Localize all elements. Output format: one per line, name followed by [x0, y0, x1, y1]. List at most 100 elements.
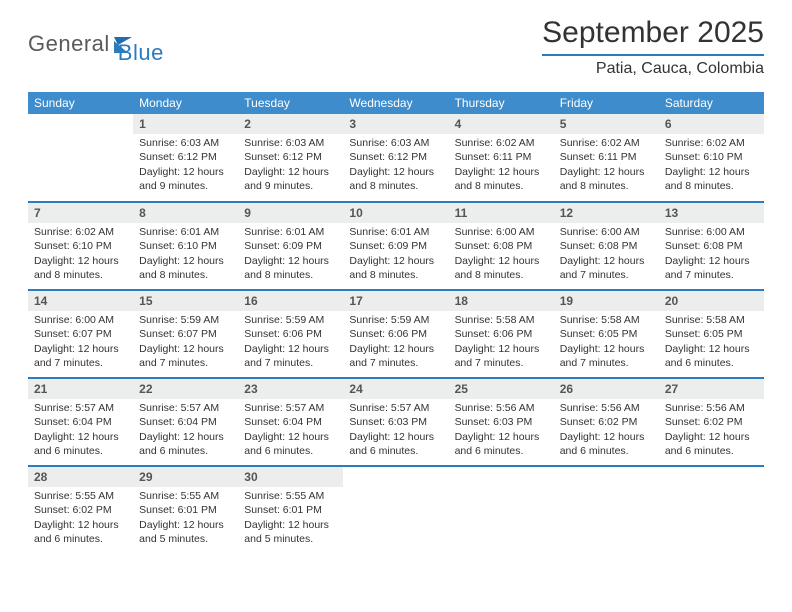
day-info-line: Daylight: 12 hours and 8 minutes. — [665, 165, 758, 193]
weekday-header-row: SundayMondayTuesdayWednesdayThursdayFrid… — [28, 92, 764, 114]
day-info-line: Sunrise: 5:56 AM — [560, 401, 653, 415]
day-number: 15 — [133, 291, 238, 311]
day-info-line: Daylight: 12 hours and 8 minutes. — [455, 165, 548, 193]
day-number: 30 — [238, 467, 343, 487]
day-number: 6 — [659, 114, 764, 134]
day-info-line: Sunrise: 6:00 AM — [665, 225, 758, 239]
day-info-line: Sunset: 6:06 PM — [349, 327, 442, 341]
day-info-line: Daylight: 12 hours and 6 minutes. — [34, 518, 127, 546]
calendar-day-cell: 6 Sunrise: 6:02 AMSunset: 6:10 PMDaylight… — [659, 114, 764, 202]
calendar-day-cell — [554, 466, 659, 554]
day-info-line: Sunrise: 6:02 AM — [665, 136, 758, 150]
day-content: Sunrise: 6:03 AMSunset: 6:12 PMDaylight:… — [343, 134, 448, 197]
day-number: 3 — [343, 114, 448, 134]
day-content — [449, 487, 554, 493]
day-info-line: Sunset: 6:08 PM — [455, 239, 548, 253]
day-info-line: Sunset: 6:10 PM — [34, 239, 127, 253]
calendar-week-row: 14Sunrise: 6:00 AMSunset: 6:07 PMDayligh… — [28, 290, 764, 378]
day-info-line: Sunrise: 6:01 AM — [349, 225, 442, 239]
day-info-line: Sunset: 6:09 PM — [349, 239, 442, 253]
day-info-line: Sunrise: 5:59 AM — [244, 313, 337, 327]
calendar-day-cell: 28Sunrise: 5:55 AMSunset: 6:02 PMDayligh… — [28, 466, 133, 554]
day-number: 27 — [659, 379, 764, 399]
day-content: Sunrise: 6:01 AMSunset: 6:09 PMDaylight:… — [238, 223, 343, 286]
calendar-day-cell: 9Sunrise: 6:01 AMSunset: 6:09 PMDaylight… — [238, 202, 343, 290]
day-number: 28 — [28, 467, 133, 487]
day-info-line: Sunrise: 5:55 AM — [139, 489, 232, 503]
calendar-day-cell: 23Sunrise: 5:57 AMSunset: 6:04 PMDayligh… — [238, 378, 343, 466]
day-info-line: Sunrise: 6:01 AM — [139, 225, 232, 239]
day-number: 2 — [238, 114, 343, 134]
day-info-line: Sunrise: 5:55 AM — [244, 489, 337, 503]
calendar-day-cell: 3Sunrise: 6:03 AMSunset: 6:12 PMDaylight… — [343, 114, 448, 202]
day-info-line: Sunset: 6:10 PM — [665, 150, 758, 164]
day-content: Sunrise: 6:02 AMSunset: 6:11 PMDaylight:… — [449, 134, 554, 197]
day-info-line: Sunset: 6:03 PM — [455, 415, 548, 429]
day-info-line: Sunset: 6:04 PM — [244, 415, 337, 429]
day-number: 12 — [554, 203, 659, 223]
day-content: Sunrise: 5:57 AMSunset: 6:04 PMDaylight:… — [238, 399, 343, 462]
day-info-line: Sunrise: 5:57 AM — [244, 401, 337, 415]
day-content: Sunrise: 6:02 AMSunset: 6:10 PMDaylight:… — [28, 223, 133, 286]
day-number: 23 — [238, 379, 343, 399]
day-info-line: Daylight: 12 hours and 9 minutes. — [139, 165, 232, 193]
day-info-line: Daylight: 12 hours and 7 minutes. — [139, 342, 232, 370]
day-info-line: Sunset: 6:04 PM — [139, 415, 232, 429]
calendar-day-cell — [28, 114, 133, 202]
day-info-line: Daylight: 12 hours and 8 minutes. — [349, 254, 442, 282]
day-info-line: Sunrise: 5:57 AM — [139, 401, 232, 415]
day-number: 7 — [28, 203, 133, 223]
day-info-line: Daylight: 12 hours and 7 minutes. — [560, 254, 653, 282]
day-info-line: Sunset: 6:01 PM — [244, 503, 337, 517]
day-content: Sunrise: 6:00 AMSunset: 6:08 PMDaylight:… — [449, 223, 554, 286]
weekday-header: Wednesday — [343, 92, 448, 114]
calendar-week-row: 21Sunrise: 5:57 AMSunset: 6:04 PMDayligh… — [28, 378, 764, 466]
month-title: September 2025 — [542, 16, 764, 56]
day-info-line: Sunrise: 5:56 AM — [665, 401, 758, 415]
day-content: Sunrise: 5:58 AMSunset: 6:05 PMDaylight:… — [554, 311, 659, 374]
day-number: 1 — [133, 114, 238, 134]
day-number: 18 — [449, 291, 554, 311]
day-info-line: Sunset: 6:07 PM — [139, 327, 232, 341]
day-number: 8 — [133, 203, 238, 223]
day-info-line: Sunrise: 6:00 AM — [34, 313, 127, 327]
day-info-line: Daylight: 12 hours and 7 minutes. — [349, 342, 442, 370]
day-info-line: Daylight: 12 hours and 5 minutes. — [139, 518, 232, 546]
day-info-line: Sunrise: 5:58 AM — [665, 313, 758, 327]
day-info-line: Daylight: 12 hours and 8 minutes. — [244, 254, 337, 282]
day-content: Sunrise: 5:55 AMSunset: 6:01 PMDaylight:… — [133, 487, 238, 550]
calendar-day-cell: 24Sunrise: 5:57 AMSunset: 6:03 PMDayligh… — [343, 378, 448, 466]
day-content — [554, 487, 659, 493]
calendar-day-cell: 7Sunrise: 6:02 AMSunset: 6:10 PMDaylight… — [28, 202, 133, 290]
day-content: Sunrise: 5:59 AMSunset: 6:06 PMDaylight:… — [343, 311, 448, 374]
day-info-line: Sunrise: 6:01 AM — [244, 225, 337, 239]
day-info-line: Sunrise: 5:59 AM — [349, 313, 442, 327]
calendar-day-cell: 14Sunrise: 6:00 AMSunset: 6:07 PMDayligh… — [28, 290, 133, 378]
day-info-line: Sunset: 6:06 PM — [455, 327, 548, 341]
day-content: Sunrise: 6:01 AMSunset: 6:10 PMDaylight:… — [133, 223, 238, 286]
day-info-line: Sunrise: 5:55 AM — [34, 489, 127, 503]
calendar-day-cell: 20Sunrise: 5:58 AMSunset: 6:05 PMDayligh… — [659, 290, 764, 378]
day-content — [659, 487, 764, 493]
day-content — [343, 487, 448, 493]
day-info-line: Daylight: 12 hours and 6 minutes. — [244, 430, 337, 458]
day-info-line: Sunrise: 5:58 AM — [455, 313, 548, 327]
calendar-day-cell: 2Sunrise: 6:03 AMSunset: 6:12 PMDaylight… — [238, 114, 343, 202]
brand-logo: General Blue — [28, 22, 164, 66]
calendar-day-cell — [343, 466, 448, 554]
calendar-day-cell: 10Sunrise: 6:01 AMSunset: 6:09 PMDayligh… — [343, 202, 448, 290]
day-info-line: Sunset: 6:12 PM — [139, 150, 232, 164]
day-info-line: Daylight: 12 hours and 8 minutes. — [34, 254, 127, 282]
day-info-line: Sunrise: 5:57 AM — [349, 401, 442, 415]
day-content: Sunrise: 5:58 AMSunset: 6:06 PMDaylight:… — [449, 311, 554, 374]
weekday-header: Friday — [554, 92, 659, 114]
calendar-week-row: 1Sunrise: 6:03 AMSunset: 6:12 PMDaylight… — [28, 114, 764, 202]
calendar-day-cell: 15Sunrise: 5:59 AMSunset: 6:07 PMDayligh… — [133, 290, 238, 378]
calendar-day-cell — [659, 466, 764, 554]
calendar-day-cell: 27Sunrise: 5:56 AMSunset: 6:02 PMDayligh… — [659, 378, 764, 466]
calendar-day-cell: 16Sunrise: 5:59 AMSunset: 6:06 PMDayligh… — [238, 290, 343, 378]
day-content: Sunrise: 5:55 AMSunset: 6:02 PMDaylight:… — [28, 487, 133, 550]
day-number: 5 — [554, 114, 659, 134]
day-info-line: Daylight: 12 hours and 6 minutes. — [665, 342, 758, 370]
day-content: Sunrise: 6:03 AMSunset: 6:12 PMDaylight:… — [133, 134, 238, 197]
